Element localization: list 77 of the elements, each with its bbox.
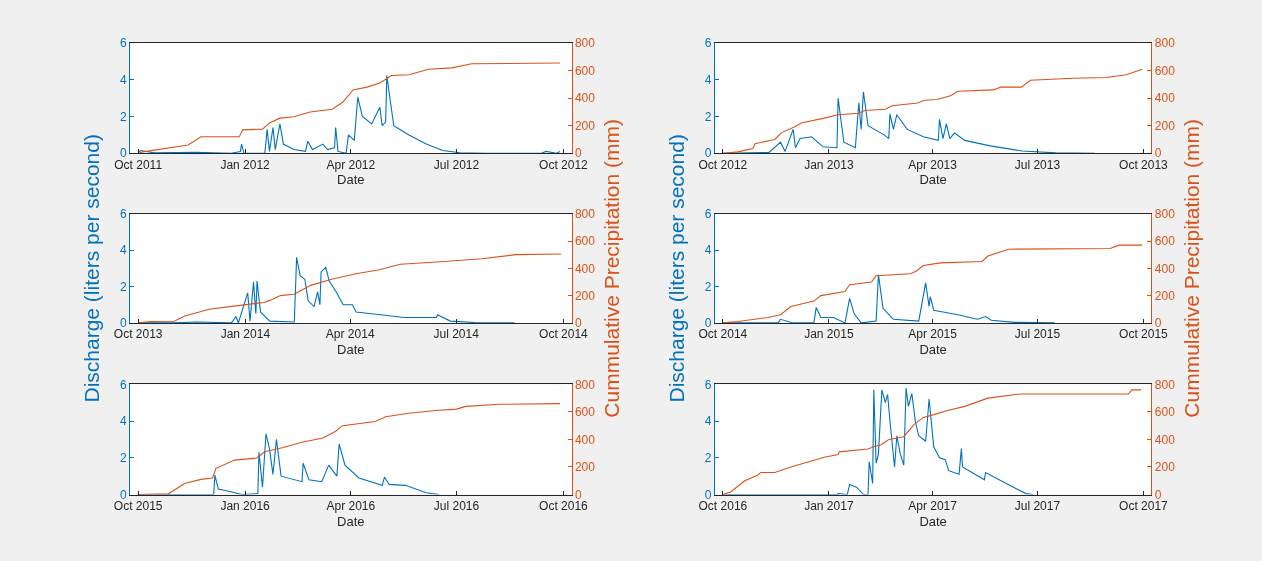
x-tick-label: Oct 2014 <box>539 327 589 342</box>
y-tick-label: 6 <box>704 206 712 221</box>
y-tick-label: 4 <box>119 73 127 88</box>
y-axis-title: Discharge (liters per second) <box>664 134 688 403</box>
line-series <box>722 389 1142 495</box>
x-tick-label: Jan 2017 <box>804 498 854 513</box>
y2-tick-label: 600 <box>574 234 596 249</box>
y-tick-label: 4 <box>704 414 712 429</box>
x-tick-label: Apr 2013 <box>908 157 958 172</box>
y2-tick-label: 400 <box>574 432 596 447</box>
x-axis-title: Date <box>919 172 947 188</box>
y2-tick-label: 600 <box>1154 405 1176 420</box>
y2-tick-label: 800 <box>1154 377 1176 392</box>
x-tick-label: Jan 2013 <box>804 157 854 172</box>
y-tick-label: 2 <box>119 109 127 124</box>
y-tick-label: 6 <box>119 377 127 392</box>
x-tick-label: Jan 2014 <box>220 327 271 342</box>
y2-tick-label: 600 <box>574 405 596 420</box>
y2-axis-title: Cummulative Precipitation (mm) <box>600 118 624 418</box>
y-axis-title: Discharge (liters per second) <box>80 134 104 403</box>
y-tick-label: 4 <box>119 243 127 258</box>
y2-tick-label: 600 <box>1154 234 1176 249</box>
y-tick-label: 6 <box>704 36 712 51</box>
y2-tick-label: 400 <box>574 91 596 106</box>
x-tick-label: Apr 2014 <box>325 327 375 342</box>
y-tick-label: 4 <box>704 243 712 258</box>
x-tick-label: Apr 2012 <box>326 157 376 172</box>
y2-tick-label: 400 <box>1154 91 1176 106</box>
x-tick-label: Apr 2017 <box>908 498 958 513</box>
x-tick-label: Jul 2014 <box>433 327 480 342</box>
x-tick-label: Oct 2013 <box>113 327 163 342</box>
y-tick-label: 4 <box>704 73 712 88</box>
y2-tick-label: 400 <box>1154 261 1176 276</box>
y2-tick-label: 800 <box>574 36 596 51</box>
x-tick-label: Jul 2016 <box>433 498 480 513</box>
y2-tick-label: 600 <box>574 63 596 78</box>
x-tick-label: Jul 2013 <box>1014 157 1061 172</box>
x-tick-label: Jan 2016 <box>220 498 271 513</box>
x-axis-title: Date <box>337 513 365 529</box>
y2-tick-label: 200 <box>1154 460 1176 475</box>
x-tick-label: Jul 2015 <box>1014 327 1061 342</box>
y-tick-label: 4 <box>119 414 127 429</box>
x-tick-label: Jan 2012 <box>220 157 271 172</box>
y2-tick-label: 800 <box>574 377 596 392</box>
y-tick-label: 2 <box>119 450 127 465</box>
line-series <box>722 244 1143 323</box>
y-tick-label: 2 <box>119 279 127 294</box>
y-tick-label: 2 <box>704 109 712 124</box>
x-axis-title: Date <box>919 513 947 529</box>
y-tick-label: 2 <box>704 450 712 465</box>
y2-tick-label: 400 <box>574 261 596 276</box>
x-axis-title: Date <box>337 341 365 357</box>
x-axis-title: Date <box>337 172 365 188</box>
x-axis-title: Date <box>919 341 947 357</box>
x-tick-label: Apr 2016 <box>326 498 376 513</box>
y2-tick-label: 400 <box>1154 432 1176 447</box>
x-tick-label: Oct 2014 <box>698 327 748 342</box>
y2-tick-label: 200 <box>1154 288 1176 303</box>
y2-axis-title: Cummulative Precipitation (mm) <box>1180 118 1204 418</box>
x-tick-label: Jul 2012 <box>433 157 480 172</box>
y2-tick-label: 800 <box>1154 206 1176 221</box>
x-tick-label: Oct 2015 <box>1119 327 1169 342</box>
y2-tick-label: 200 <box>1154 118 1176 133</box>
x-tick-label: Apr 2015 <box>908 327 958 342</box>
y-tick-label: 6 <box>119 36 127 51</box>
y-tick-label: 6 <box>704 377 712 392</box>
y2-tick-label: 200 <box>574 118 596 133</box>
x-tick-label: Jul 2017 <box>1014 498 1061 513</box>
y2-tick-label: 600 <box>1154 63 1176 78</box>
y-tick-label: 6 <box>119 206 127 221</box>
y2-tick-label: 800 <box>574 206 596 221</box>
y-tick-label: 2 <box>704 279 712 294</box>
y2-tick-label: 800 <box>1154 36 1176 51</box>
y2-tick-label: 200 <box>574 288 596 303</box>
y2-tick-label: 200 <box>574 460 596 475</box>
line-series <box>722 68 1143 154</box>
x-tick-label: Jan 2015 <box>804 327 854 342</box>
